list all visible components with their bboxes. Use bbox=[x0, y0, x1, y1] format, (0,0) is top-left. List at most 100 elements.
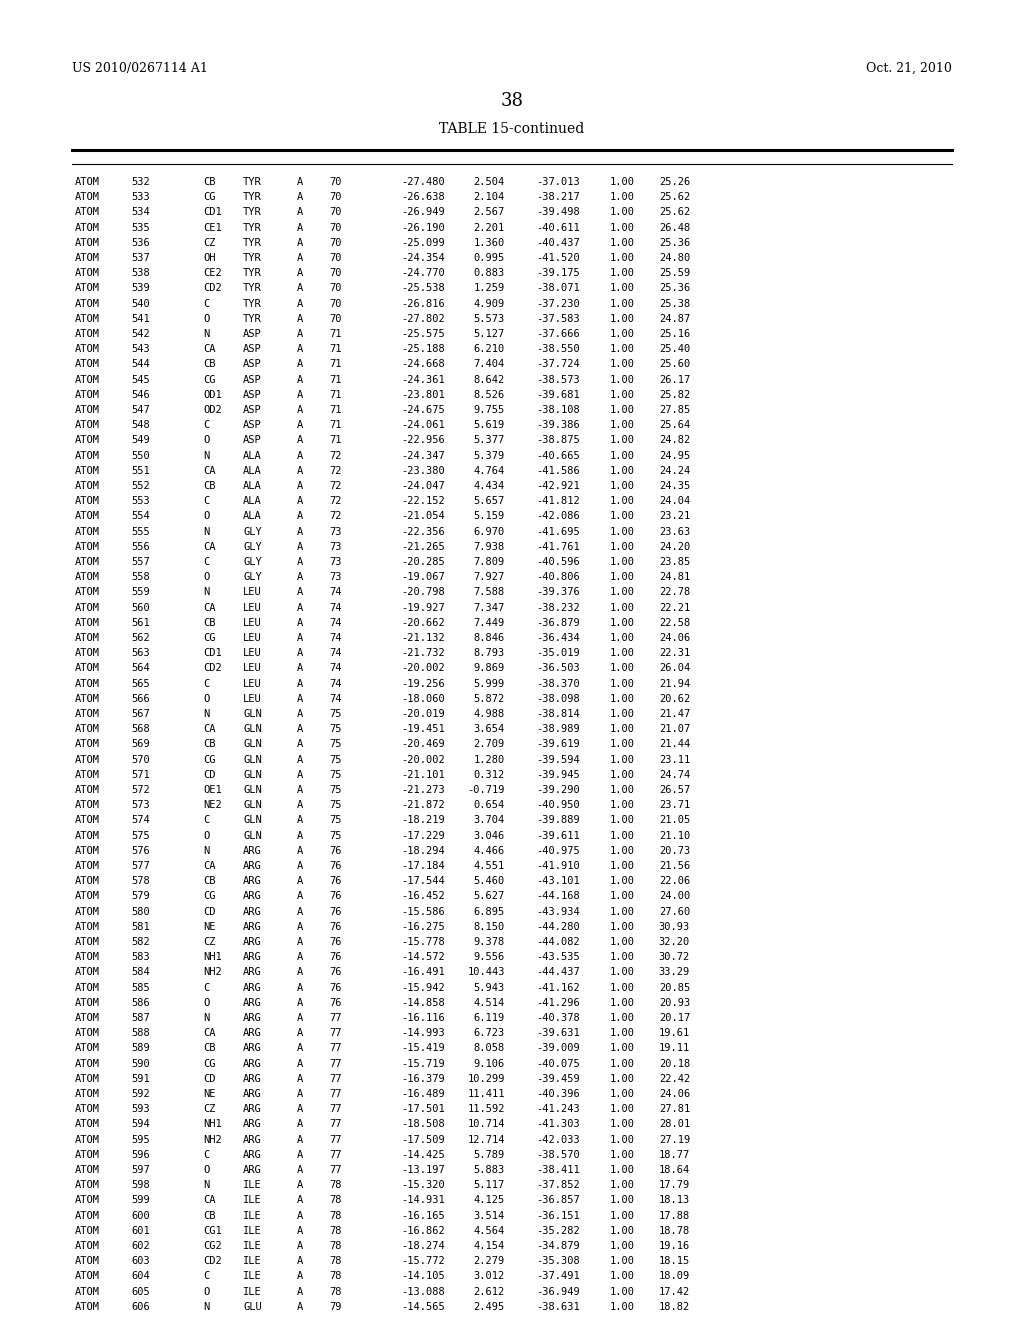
Text: 556: 556 bbox=[131, 541, 150, 552]
Text: 1.00: 1.00 bbox=[610, 891, 635, 902]
Text: 4.551: 4.551 bbox=[474, 861, 505, 871]
Text: A: A bbox=[297, 1166, 303, 1175]
Text: 79: 79 bbox=[330, 1302, 342, 1312]
Text: 75: 75 bbox=[330, 739, 342, 750]
Text: ARG: ARG bbox=[243, 952, 262, 962]
Text: ATOM: ATOM bbox=[75, 1059, 100, 1069]
Text: 4.154: 4.154 bbox=[474, 1241, 505, 1251]
Text: -38.570: -38.570 bbox=[537, 1150, 580, 1160]
Text: 1.00: 1.00 bbox=[610, 496, 635, 506]
Text: 1.259: 1.259 bbox=[474, 284, 505, 293]
Text: ALA: ALA bbox=[243, 511, 262, 521]
Text: 25.40: 25.40 bbox=[658, 345, 690, 354]
Text: 24.06: 24.06 bbox=[658, 1089, 690, 1100]
Text: ATOM: ATOM bbox=[75, 1287, 100, 1296]
Text: -25.188: -25.188 bbox=[401, 345, 445, 354]
Text: -14.993: -14.993 bbox=[401, 1028, 445, 1039]
Text: -41.761: -41.761 bbox=[537, 541, 580, 552]
Text: -21.265: -21.265 bbox=[401, 541, 445, 552]
Text: 581: 581 bbox=[131, 921, 150, 932]
Text: ATOM: ATOM bbox=[75, 739, 100, 750]
Text: -44.280: -44.280 bbox=[537, 921, 580, 932]
Text: 1.00: 1.00 bbox=[610, 1089, 635, 1100]
Text: N: N bbox=[203, 329, 209, 339]
Text: -42.033: -42.033 bbox=[537, 1135, 580, 1144]
Text: 534: 534 bbox=[131, 207, 150, 218]
Text: -42.086: -42.086 bbox=[537, 511, 580, 521]
Text: -24.047: -24.047 bbox=[401, 480, 445, 491]
Text: 76: 76 bbox=[330, 846, 342, 855]
Text: -16.452: -16.452 bbox=[401, 891, 445, 902]
Text: 73: 73 bbox=[330, 527, 342, 537]
Text: 1.00: 1.00 bbox=[610, 1241, 635, 1251]
Text: C: C bbox=[203, 816, 209, 825]
Text: 1.00: 1.00 bbox=[610, 405, 635, 414]
Text: -17.509: -17.509 bbox=[401, 1135, 445, 1144]
Text: 1.00: 1.00 bbox=[610, 1043, 635, 1053]
Text: -39.290: -39.290 bbox=[537, 785, 580, 795]
Text: -15.320: -15.320 bbox=[401, 1180, 445, 1191]
Text: 23.21: 23.21 bbox=[658, 511, 690, 521]
Text: 74: 74 bbox=[330, 618, 342, 628]
Text: A: A bbox=[297, 284, 303, 293]
Text: A: A bbox=[297, 253, 303, 263]
Text: 73: 73 bbox=[330, 572, 342, 582]
Text: A: A bbox=[297, 511, 303, 521]
Text: 6.210: 6.210 bbox=[474, 345, 505, 354]
Text: TYR: TYR bbox=[243, 223, 262, 232]
Text: NH1: NH1 bbox=[203, 952, 222, 962]
Text: 17.88: 17.88 bbox=[658, 1210, 690, 1221]
Text: ILE: ILE bbox=[243, 1287, 262, 1296]
Text: A: A bbox=[297, 223, 303, 232]
Text: -38.098: -38.098 bbox=[537, 694, 580, 704]
Text: 0.883: 0.883 bbox=[474, 268, 505, 279]
Text: -15.719: -15.719 bbox=[401, 1059, 445, 1069]
Text: 538: 538 bbox=[131, 268, 150, 279]
Text: -19.067: -19.067 bbox=[401, 572, 445, 582]
Text: ILE: ILE bbox=[243, 1210, 262, 1221]
Text: 8.793: 8.793 bbox=[474, 648, 505, 659]
Text: 5.377: 5.377 bbox=[474, 436, 505, 445]
Text: 3.012: 3.012 bbox=[474, 1271, 505, 1282]
Text: 2.709: 2.709 bbox=[474, 739, 505, 750]
Text: CA: CA bbox=[203, 466, 215, 475]
Text: -27.480: -27.480 bbox=[401, 177, 445, 187]
Text: -43.535: -43.535 bbox=[537, 952, 580, 962]
Text: -24.361: -24.361 bbox=[401, 375, 445, 384]
Text: CG2: CG2 bbox=[203, 1241, 222, 1251]
Text: 1.00: 1.00 bbox=[610, 1059, 635, 1069]
Text: 76: 76 bbox=[330, 907, 342, 916]
Text: O: O bbox=[203, 830, 209, 841]
Text: N: N bbox=[203, 709, 209, 719]
Text: -41.520: -41.520 bbox=[537, 253, 580, 263]
Text: A: A bbox=[297, 345, 303, 354]
Text: O: O bbox=[203, 511, 209, 521]
Text: 30.72: 30.72 bbox=[658, 952, 690, 962]
Text: A: A bbox=[297, 1196, 303, 1205]
Text: 3.654: 3.654 bbox=[474, 725, 505, 734]
Text: CA: CA bbox=[203, 603, 215, 612]
Text: 4.988: 4.988 bbox=[474, 709, 505, 719]
Text: 541: 541 bbox=[131, 314, 150, 323]
Text: -39.594: -39.594 bbox=[537, 755, 580, 764]
Text: -39.498: -39.498 bbox=[537, 207, 580, 218]
Text: A: A bbox=[297, 1012, 303, 1023]
Text: ATOM: ATOM bbox=[75, 557, 100, 568]
Text: 1.00: 1.00 bbox=[610, 1166, 635, 1175]
Text: GLY: GLY bbox=[243, 557, 262, 568]
Text: ATOM: ATOM bbox=[75, 1012, 100, 1023]
Text: ATOM: ATOM bbox=[75, 329, 100, 339]
Text: 1.00: 1.00 bbox=[610, 1210, 635, 1221]
Text: CB: CB bbox=[203, 739, 215, 750]
Text: 19.16: 19.16 bbox=[658, 1241, 690, 1251]
Text: 604: 604 bbox=[131, 1271, 150, 1282]
Text: -19.256: -19.256 bbox=[401, 678, 445, 689]
Text: 24.20: 24.20 bbox=[658, 541, 690, 552]
Text: -14.572: -14.572 bbox=[401, 952, 445, 962]
Text: 7.449: 7.449 bbox=[474, 618, 505, 628]
Text: -18.219: -18.219 bbox=[401, 816, 445, 825]
Text: 26.48: 26.48 bbox=[658, 223, 690, 232]
Text: A: A bbox=[297, 572, 303, 582]
Text: 1.00: 1.00 bbox=[610, 193, 635, 202]
Text: TYR: TYR bbox=[243, 253, 262, 263]
